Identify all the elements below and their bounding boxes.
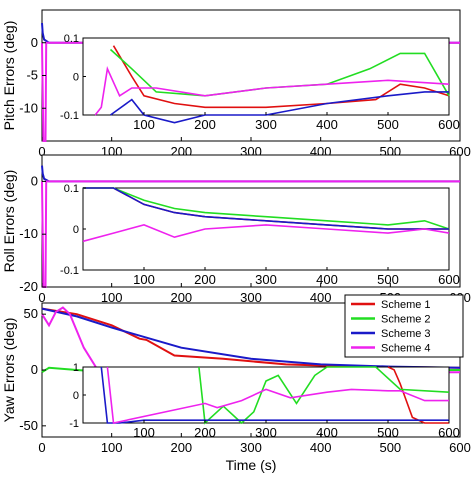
panel-0-ylabel: Pitch Errors (deg) [1,21,17,131]
panel-1-ytick-label: 0 [31,173,38,188]
panel-1-ytick-label: -20 [19,279,38,294]
panel-1-inset-series-2-line [83,187,449,230]
panel-0-inset-xtick-label: 600 [438,117,460,132]
panel-2-inset-ytick-label: 1 [73,362,79,374]
panel-0-ytick-label: -5 [26,68,38,83]
panel-2-xtick-label: 300 [240,440,262,455]
panel-2-ytick-label: -50 [19,418,38,433]
panel-2-xtick-label: 0 [38,440,45,455]
legend-label-4: Scheme 4 [381,343,431,355]
panel-2-xtick-label: 200 [170,440,192,455]
panel-2-inset-xtick-label: 400 [316,425,338,440]
panel-1-inset-series-3-line [82,224,450,243]
panel-0-inset-series-2-line [110,91,449,124]
panel-1-inset-ytick-label: -0.1 [60,265,79,277]
panel-2-ytick-label: 0 [31,362,38,377]
panel-2-inset-series-3-line [106,366,449,424]
panel-2-inset-xtick-label: 100 [133,425,155,440]
panel-1-inset-ytick-label: 0 [73,224,79,236]
panel-1-inset-xtick-label: 600 [438,272,460,287]
panel-2-inset-xtick-label: 300 [255,425,277,440]
panel-0-xtick-label: 0 [38,144,45,159]
panel-1-xtick-label: 0 [38,290,45,305]
panel-2-inset-ytick-label: -1 [69,418,79,430]
panel-2-inset-xtick-label: 600 [438,425,460,440]
panel-0-inset-ytick-label: 0.1 [64,33,79,45]
panel-0-inset-series-0-line [112,45,450,109]
panel-2-series-0-line [41,307,461,369]
panel-0-inset-xtick-label: 300 [255,117,277,132]
panel-0-inset-box [82,37,450,116]
panel-2-ylabel: Yaw Errors (deg) [1,318,17,423]
legend-label-1: Scheme 1 [381,299,431,311]
panel-0-inset-xtick-label: 500 [377,117,399,132]
panel-1-xtick-label: 400 [310,290,332,305]
panel-0-inset-xtick-label: 400 [316,117,338,132]
panel-1-xtick-label: 100 [101,290,123,305]
panel-2-series-2-line [41,307,461,369]
panel-1-inset-xtick-label: 300 [255,272,277,287]
panel-2-inset-xtick-label: 500 [377,425,399,440]
panel-2-xtick-label: 500 [379,440,401,455]
panel-2-xtick-label: 600 [449,440,471,455]
panel-1-inset-ytick-label: 0.1 [64,183,79,195]
panel-0-inset-ytick-label: 0 [73,72,79,84]
panel-2-inset-ytick-label: 0 [73,390,79,402]
panel-0-inset-ytick-label: -0.1 [60,110,79,122]
panel-1-inset-xtick-label: 100 [133,272,155,287]
panel-2-xlabel: Time (s) [226,457,277,473]
panel-0-inset-xtick-label: 200 [194,117,216,132]
panel-1-xtick-label: 300 [240,290,262,305]
panel-2-xtick-label: 400 [310,440,332,455]
panel-1-inset-xtick-label: 500 [377,272,399,287]
panel-2-ytick-label: 50 [24,306,38,321]
panel-0-inset-xtick-label: 100 [133,117,155,132]
panel-1-ylabel: Roll Errors (deg) [1,170,17,273]
panel-2-inset-box [82,366,450,424]
panel-1-xtick-label: 200 [170,290,192,305]
panel-1-inset-series-1-line [83,187,450,230]
panel-2-inset-xtick-label: 200 [194,425,216,440]
panel-2-inset-series-0-line [387,366,449,424]
legend-label-2: Scheme 2 [381,314,431,326]
panel-2-inset-series-2-line [100,366,449,424]
panel-0-ytick-label: -10 [19,100,38,115]
panel-2-xtick-label: 100 [101,440,123,455]
legend-label-3: Scheme 3 [381,328,431,340]
panel-1-inset-xtick-label: 400 [316,272,338,287]
panel-0-inset-series-3-line [94,66,450,116]
panel-1-ytick-label: -10 [19,226,38,241]
panel-0-ytick-label: 0 [31,35,38,50]
panel-1-inset-xtick-label: 200 [194,272,216,287]
